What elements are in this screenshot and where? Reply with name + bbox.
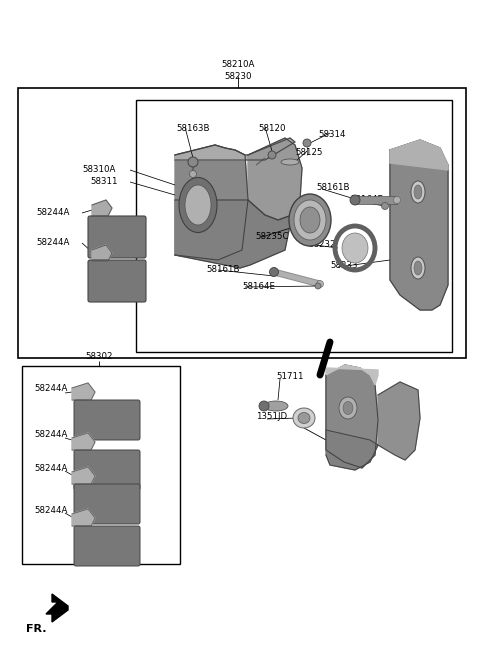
Ellipse shape xyxy=(185,185,211,225)
Ellipse shape xyxy=(394,197,400,203)
Polygon shape xyxy=(390,140,448,310)
Ellipse shape xyxy=(315,283,321,289)
Ellipse shape xyxy=(300,207,320,233)
Ellipse shape xyxy=(264,401,288,411)
Polygon shape xyxy=(72,433,95,450)
Ellipse shape xyxy=(414,261,422,275)
Text: 58125: 58125 xyxy=(295,148,323,157)
Text: 1351JD: 1351JD xyxy=(256,412,287,421)
Text: FR.: FR. xyxy=(26,624,47,634)
Text: 58310A: 58310A xyxy=(82,165,115,174)
Circle shape xyxy=(268,151,276,159)
Text: 58244A: 58244A xyxy=(34,430,67,439)
Circle shape xyxy=(188,157,198,167)
Text: 58232: 58232 xyxy=(308,240,336,249)
Text: 58120: 58120 xyxy=(258,124,286,133)
Ellipse shape xyxy=(411,181,425,203)
Polygon shape xyxy=(326,430,378,470)
Polygon shape xyxy=(326,365,378,385)
Bar xyxy=(355,196,397,204)
Polygon shape xyxy=(46,594,68,622)
FancyBboxPatch shape xyxy=(74,450,140,490)
Bar xyxy=(136,100,452,352)
Polygon shape xyxy=(92,200,112,216)
Text: 51711: 51711 xyxy=(276,372,303,381)
Ellipse shape xyxy=(414,185,422,199)
Text: 58235C: 58235C xyxy=(255,232,288,241)
Circle shape xyxy=(190,171,196,178)
FancyBboxPatch shape xyxy=(88,216,146,258)
Polygon shape xyxy=(378,382,420,460)
Ellipse shape xyxy=(339,397,357,419)
FancyBboxPatch shape xyxy=(88,260,146,302)
Bar xyxy=(22,366,180,564)
Text: 58210A: 58210A xyxy=(221,60,255,69)
Ellipse shape xyxy=(294,200,326,240)
Ellipse shape xyxy=(281,159,299,165)
Ellipse shape xyxy=(298,413,310,424)
Ellipse shape xyxy=(316,281,324,287)
Text: 58230: 58230 xyxy=(224,72,252,81)
Text: 58164E: 58164E xyxy=(350,195,383,204)
Text: 58311: 58311 xyxy=(90,177,118,186)
FancyBboxPatch shape xyxy=(74,526,140,566)
Ellipse shape xyxy=(269,268,278,276)
Polygon shape xyxy=(175,200,292,268)
Text: 58314: 58314 xyxy=(318,130,346,139)
Polygon shape xyxy=(248,138,302,220)
Ellipse shape xyxy=(179,178,217,232)
Polygon shape xyxy=(326,365,378,468)
FancyBboxPatch shape xyxy=(74,400,140,440)
Ellipse shape xyxy=(289,194,331,246)
Polygon shape xyxy=(92,245,112,261)
Text: 58244A: 58244A xyxy=(34,384,67,393)
Ellipse shape xyxy=(382,203,388,209)
FancyBboxPatch shape xyxy=(74,484,140,524)
Text: 58161B: 58161B xyxy=(316,183,349,192)
Text: 58302: 58302 xyxy=(85,352,113,361)
Text: 58244A: 58244A xyxy=(34,464,67,473)
Text: 58244A: 58244A xyxy=(34,506,67,515)
Polygon shape xyxy=(72,383,95,400)
Text: 58233: 58233 xyxy=(330,261,358,270)
Circle shape xyxy=(303,139,311,147)
Text: 58163B: 58163B xyxy=(176,124,209,133)
Ellipse shape xyxy=(343,401,353,415)
Ellipse shape xyxy=(293,408,315,428)
Text: 58164E: 58164E xyxy=(242,282,275,291)
Ellipse shape xyxy=(350,195,360,205)
Ellipse shape xyxy=(259,401,269,411)
Text: 58244A: 58244A xyxy=(36,238,70,247)
Bar xyxy=(18,88,466,358)
Polygon shape xyxy=(72,509,95,526)
Ellipse shape xyxy=(342,233,368,263)
Ellipse shape xyxy=(411,257,425,279)
Polygon shape xyxy=(72,467,95,484)
Polygon shape xyxy=(390,140,448,170)
Text: 58161B: 58161B xyxy=(206,265,240,274)
Text: 58244A: 58244A xyxy=(36,208,70,217)
Polygon shape xyxy=(175,138,295,160)
Polygon shape xyxy=(175,145,248,260)
